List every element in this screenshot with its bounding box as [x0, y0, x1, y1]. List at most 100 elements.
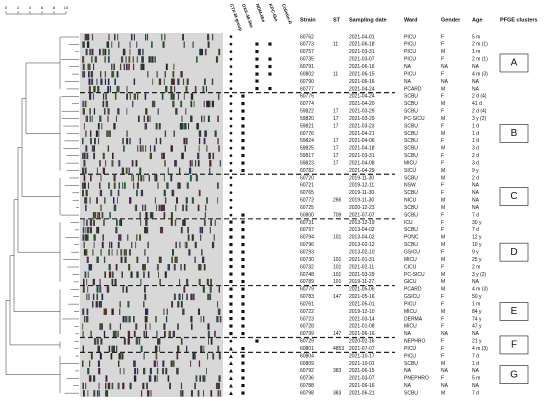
- gel-band: [198, 137, 201, 145]
- gel-band: [133, 78, 136, 85]
- gel-band: [121, 353, 124, 360]
- gel-band: [176, 367, 178, 375]
- gel-band: [91, 78, 94, 85]
- gel-band: [191, 197, 194, 204]
- gel-band: [124, 182, 126, 189]
- cell-age: NA: [472, 279, 480, 285]
- gel-band: [156, 174, 158, 182]
- gel-band: [126, 108, 128, 115]
- cell-age: 3 y (2): [472, 116, 487, 122]
- cell-age: NA: [472, 190, 480, 196]
- gel-band: [144, 249, 146, 256]
- gel-band: [209, 167, 211, 174]
- gel-band: [82, 63, 85, 71]
- gel-band: [108, 48, 110, 56]
- gel-band: [89, 219, 93, 226]
- gel-band: [85, 382, 87, 390]
- gel-band: [149, 115, 151, 123]
- marker: ■: [255, 41, 259, 48]
- cell-age: 10 y: [472, 242, 482, 248]
- cell-gender: F: [441, 316, 444, 322]
- cell-st: 17: [333, 109, 339, 115]
- cell-date: 2021-06-18: [349, 42, 375, 48]
- gel-band: [167, 375, 170, 382]
- marker: ■: [241, 360, 245, 367]
- gel-band: [106, 130, 108, 137]
- marker: ●: [229, 100, 233, 107]
- gel-band: [86, 152, 89, 160]
- gel-band: [155, 137, 157, 145]
- gel-band: [145, 145, 147, 152]
- gel-band: [95, 130, 98, 137]
- gel-band: [219, 160, 221, 167]
- gel-band: [85, 115, 87, 123]
- marker-header: KPC-like: [268, 3, 279, 23]
- cell-date: 2021-04-06: [349, 138, 375, 144]
- gel-band: [202, 85, 205, 93]
- gel-band: [82, 56, 85, 63]
- cell-date: 2021-04-01: [349, 34, 375, 40]
- gel-band: [197, 204, 200, 212]
- gel-band: [145, 108, 148, 115]
- cell-age: 1 m: [472, 49, 480, 55]
- gel-band: [144, 204, 147, 212]
- gel-band: [177, 182, 179, 189]
- marker-header: CTX-M-group: [229, 3, 244, 32]
- marker: ■: [241, 93, 245, 100]
- gel-band: [217, 93, 220, 100]
- gel-band: [208, 100, 211, 108]
- gel-band: [186, 278, 189, 286]
- gel-band: [105, 382, 107, 390]
- marker: ●: [229, 130, 233, 137]
- gel-band: [199, 264, 202, 271]
- gel-band: [140, 174, 143, 182]
- gel-band: [90, 330, 92, 338]
- gel-band: [201, 226, 204, 234]
- gel-band: [182, 308, 185, 315]
- gel-band: [82, 308, 85, 315]
- gel-band: [86, 226, 90, 234]
- marker: ■: [229, 241, 233, 248]
- gel-band: [198, 145, 200, 152]
- cell-gender: F: [441, 71, 444, 77]
- gel-band: [186, 293, 188, 301]
- gel-band: [184, 145, 187, 152]
- gel-band: [165, 85, 168, 93]
- cell-date: 2013-04-02: [349, 235, 375, 241]
- cell-ward: MICU: [404, 257, 417, 263]
- cell-ward: DERMA: [404, 316, 423, 322]
- gel-band: [210, 219, 212, 226]
- gel-band: [214, 130, 217, 137]
- cell-ward: PONC: [404, 235, 419, 241]
- marker: ■: [241, 323, 245, 330]
- cell-ward: SCBU: [404, 109, 418, 115]
- cell-gender: M: [441, 257, 445, 263]
- gel-band: [192, 41, 194, 48]
- gel-band: [128, 167, 130, 174]
- gel-band: [112, 71, 115, 78]
- gel-band: [186, 241, 188, 249]
- gel-band: [159, 256, 162, 263]
- gel-band: [82, 323, 84, 330]
- cell-st: 709: [333, 212, 342, 218]
- gel-band: [93, 108, 96, 115]
- gel-band: [203, 137, 206, 145]
- cell-strain: 60794: [300, 235, 314, 241]
- gel-band: [86, 234, 89, 241]
- cell-gender: F: [441, 153, 444, 159]
- cell-gender: F: [441, 227, 444, 233]
- gel-band: [106, 41, 108, 48]
- cell-date: 2021-06-16: [349, 383, 375, 389]
- gel-band: [127, 330, 131, 338]
- gel-band: [140, 189, 144, 197]
- gel-band: [163, 323, 165, 330]
- gel-band: [143, 174, 145, 182]
- cell-strain: 60774: [300, 101, 314, 107]
- cell-age: 3 d: [472, 160, 479, 166]
- cell-st: 101: [333, 279, 342, 285]
- gel-band: [87, 286, 89, 293]
- gel-band: [158, 271, 160, 278]
- gel-band: [91, 34, 94, 41]
- marker: ■: [241, 293, 245, 300]
- cell-gender: M: [441, 198, 445, 204]
